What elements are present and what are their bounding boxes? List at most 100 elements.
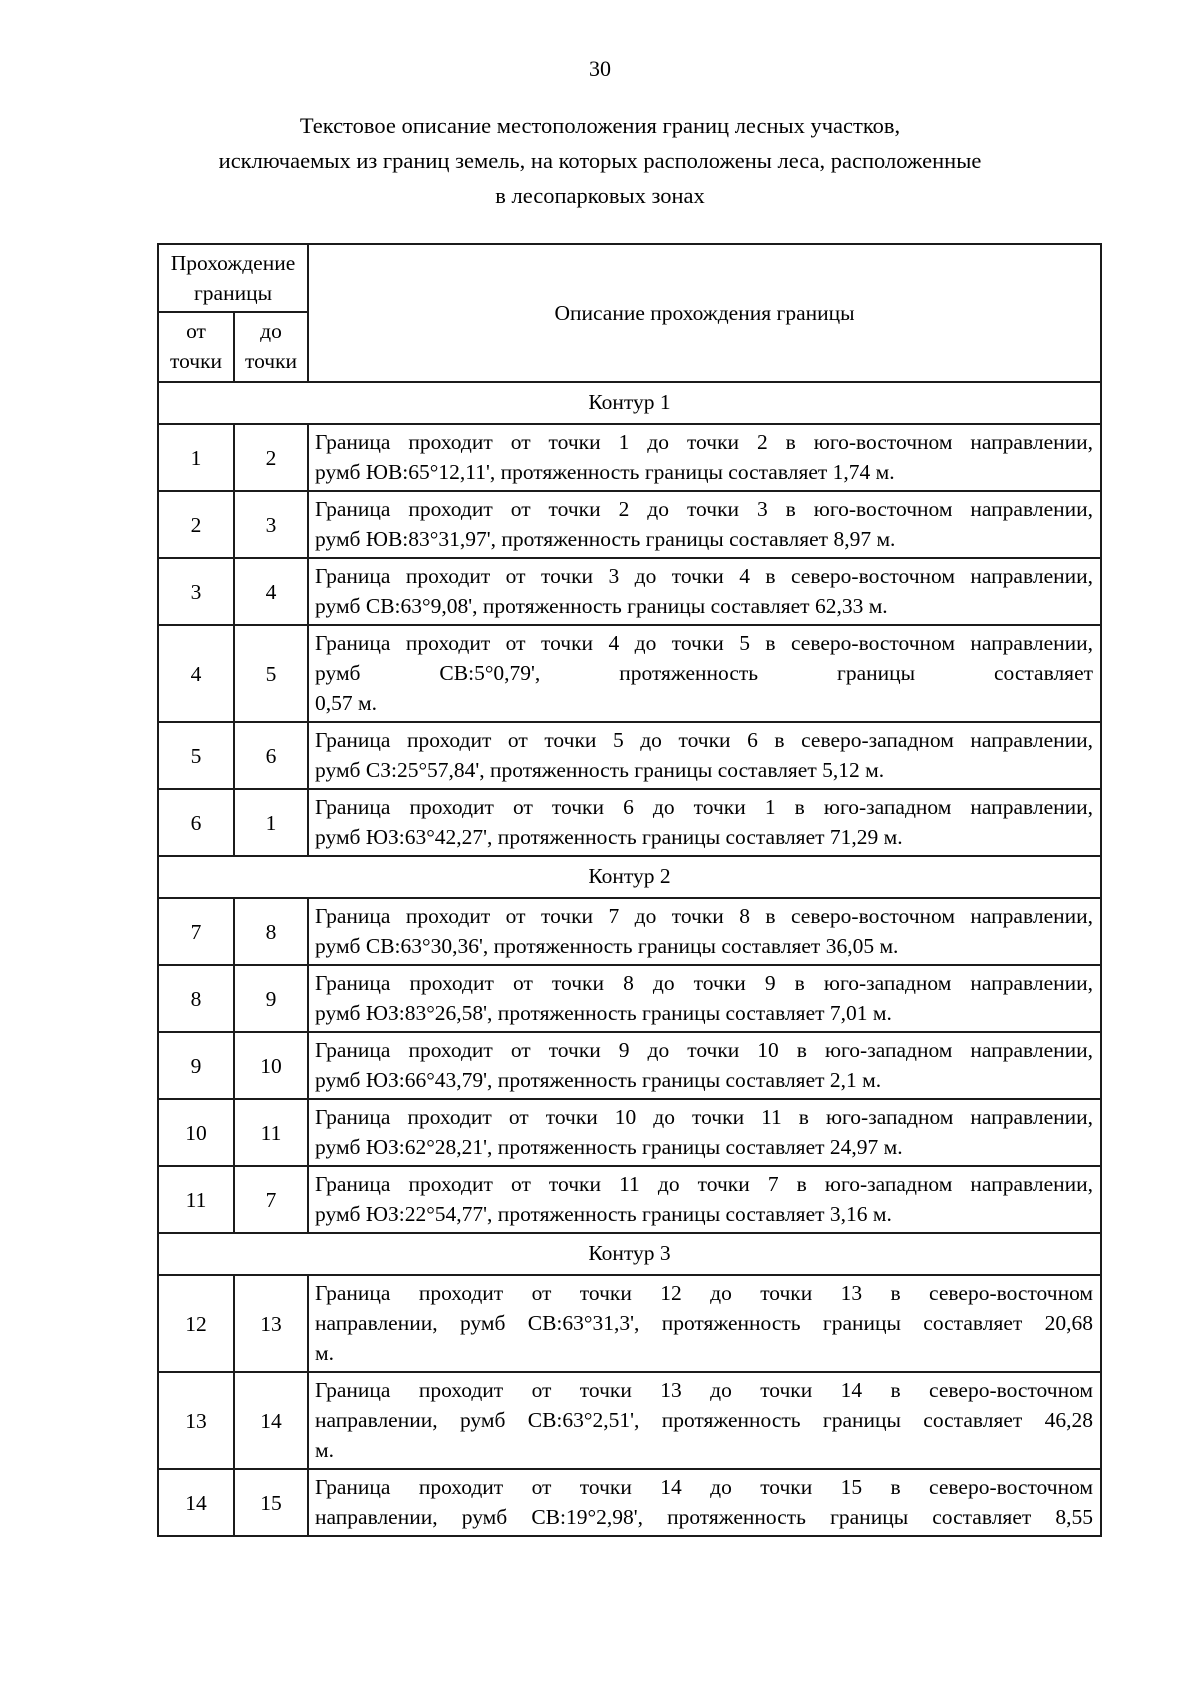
to-point-value: 13 <box>232 1274 310 1373</box>
description-line: румб ЮЗ:66°43,79', протяженность границы… <box>315 1068 882 1092</box>
boundary-description-cell: Граница проходит от точки 10 до точки 11… <box>307 1098 1103 1167</box>
page-number: 30 <box>589 56 611 81</box>
to-point-value: 7 <box>232 1165 310 1234</box>
title-line-3: в лесопарковых зонах <box>495 183 705 208</box>
boundary-row: 3 4 Граница проходит от точки 3 до точки 4… <box>157 557 1103 626</box>
description-line: румб СВ:63°9,08', протяженность границы … <box>315 594 888 618</box>
description-line: Граница проходит от точки 11 до точки 7 … <box>315 1172 1094 1196</box>
contour-header-row: Контур 3 <box>156 1232 1103 1276</box>
from-point-value: 3 <box>157 557 235 626</box>
description-line: Граница проходит от точки 5 до точки 6 в… <box>315 728 1094 752</box>
boundary-table: Прохождение границы Описание прохождения… <box>156 243 1103 1537</box>
description-line: направлении, румб СВ:63°31,3', протяженн… <box>315 1311 1094 1335</box>
description-line: румб СЗ:25°57,84', протяженность границы… <box>315 758 885 782</box>
boundary-row: 10 11 Граница проходит от точки 10 до точк… <box>157 1098 1103 1167</box>
description-line: Граница проходит от точки 8 до точки 9 в… <box>315 971 1094 995</box>
document-title: Текстовое описание местоположения границ… <box>0 108 1200 213</box>
to-point-value: 14 <box>232 1371 310 1470</box>
table-header: Прохождение границы Описание прохождения… <box>156 243 1103 383</box>
boundary-description-cell: Граница проходит от точки 11 до точки 7 … <box>307 1165 1103 1234</box>
header-row-group: Прохождение границы Описание прохождения… <box>156 243 1103 383</box>
to-point-value: 4 <box>232 557 310 626</box>
header-from-point: от точки <box>157 311 235 383</box>
title-line-2: исключаемых из границ земель, на которых… <box>218 148 982 173</box>
description-line: румб ЮЗ:83°26,58', протяженность границы… <box>315 1001 892 1025</box>
from-point-value: 7 <box>157 897 235 966</box>
to-point-value: 2 <box>232 423 310 492</box>
boundary-row: 2 3 Граница проходит от точки 2 до точки 3… <box>157 490 1103 559</box>
to-point-value: 15 <box>232 1468 310 1537</box>
description-line: Граница проходит от точки 4 до точки 5 в… <box>315 631 1094 655</box>
description-line: Граница проходит от точки 7 до точки 8 в… <box>315 904 1094 928</box>
description-line: румб ЮВ:65°12,11', протяженность границы… <box>315 460 895 484</box>
description-line: направлении, румб СВ:63°2,51', протяженн… <box>315 1408 1094 1432</box>
boundary-row: 8 9 Граница проходит от точки 8 до точки 9… <box>157 964 1103 1033</box>
to-point-value: 3 <box>232 490 310 559</box>
to-point-value: 11 <box>232 1098 310 1167</box>
from-point-value: 6 <box>157 788 235 857</box>
description-line: Граница проходит от точки 2 до точки 3 в… <box>315 497 1094 521</box>
contour-label: Контур 3 <box>156 1232 1103 1276</box>
boundary-description-cell: Граница проходит от точки 9 до точки 10 … <box>307 1031 1103 1100</box>
boundary-description-cell: Граница проходит от точки 12 до точки 13… <box>307 1274 1103 1373</box>
header-passage-of-boundary: Прохождение границы <box>156 243 310 313</box>
description-line: румб СВ:63°30,36', протяженность границы… <box>315 934 899 958</box>
boundary-table-body: Контур 1 1 2 Граница проходит от точки 1 до… <box>156 381 1103 1537</box>
description-line: Граница проходит от точки 6 до точки 1 в… <box>315 795 1094 819</box>
description-line: румб ЮЗ:62°28,21', протяженность границы… <box>315 1135 903 1159</box>
boundary-description-cell: Граница проходит от точки 4 до точки 5 в… <box>307 624 1103 723</box>
description-line: Граница проходит от точки 1 до точки 2 в… <box>315 430 1094 454</box>
from-point-value: 9 <box>157 1031 235 1100</box>
description-line: Граница проходит от точки 14 до точки 15… <box>315 1475 1094 1499</box>
description-line: румб ЮЗ:63°42,27', протяженность границы… <box>315 825 903 849</box>
header-boundary-description: Описание прохождения границы <box>307 243 1103 383</box>
description-line: румб ЮЗ:22°54,77', протяженность границы… <box>315 1202 892 1226</box>
from-point-value: 13 <box>157 1371 235 1470</box>
boundary-row: 7 8 Граница проходит от точки 7 до точки 8… <box>157 897 1103 966</box>
description-line: Граница проходит от точки 13 до точки 14… <box>315 1378 1094 1402</box>
boundary-description-cell: Граница проходит от точки 8 до точки 9 в… <box>307 964 1103 1033</box>
from-point-value: 10 <box>157 1098 235 1167</box>
description-line: Граница проходит от точки 10 до точки 11… <box>315 1105 1094 1129</box>
boundary-description-cell: Граница проходит от точки 6 до точки 1 в… <box>307 788 1103 857</box>
boundary-description-cell: Граница проходит от точки 1 до точки 2 в… <box>307 423 1103 492</box>
boundary-row: 11 7 Граница проходит от точки 11 до точки… <box>157 1165 1103 1234</box>
boundary-description-cell: Граница проходит от точки 14 до точки 15… <box>307 1468 1103 1537</box>
description-line: 0,57 м. <box>315 691 377 715</box>
boundary-row: 1 2 Граница проходит от точки 1 до точки 2… <box>157 423 1103 492</box>
description-line: м. <box>315 1341 334 1365</box>
boundary-row: 9 10 Граница проходит от точки 9 до точки … <box>157 1031 1103 1100</box>
contour-header-row: Контур 2 <box>156 855 1103 899</box>
from-point-value: 12 <box>157 1274 235 1373</box>
from-point-value: 1 <box>157 423 235 492</box>
to-point-value: 5 <box>232 624 310 723</box>
title-line-1: Текстовое описание местоположения границ… <box>299 113 901 138</box>
to-point-value: 10 <box>232 1031 310 1100</box>
contour-label: Контур 2 <box>156 855 1103 899</box>
header-row-points: от точки до точки <box>157 311 1101 383</box>
description-line: Граница проходит от точки 9 до точки 10 … <box>315 1038 1094 1062</box>
boundary-row: 13 14 Граница проходит от точки 13 до точк… <box>157 1371 1103 1470</box>
from-point-value: 2 <box>157 490 235 559</box>
boundary-row: 4 5 Граница проходит от точки 4 до точки 5… <box>157 624 1103 723</box>
from-point-value: 14 <box>157 1468 235 1537</box>
from-point-value: 11 <box>157 1165 235 1234</box>
to-point-value: 1 <box>232 788 310 857</box>
description-line: Граница проходит от точки 12 до точки 13… <box>315 1281 1094 1305</box>
boundary-description-cell: Граница проходит от точки 5 до точки 6 в… <box>307 721 1103 790</box>
contour-header-row: Контур 1 <box>156 381 1103 425</box>
contour-label: Контур 1 <box>156 381 1103 425</box>
description-line: м. <box>315 1438 334 1462</box>
header-to-point: до точки <box>232 311 310 383</box>
boundary-row: 12 13 Граница проходит от точки 12 до точк… <box>157 1274 1103 1373</box>
boundary-description-cell: Граница проходит от точки 13 до точки 14… <box>307 1371 1103 1470</box>
boundary-row: 6 1 Граница проходит от точки 6 до точки 1… <box>157 788 1103 857</box>
description-line: румб ЮВ:83°31,97', протяженность границы… <box>315 527 896 551</box>
description-line: Граница проходит от точки 3 до точки 4 в… <box>315 564 1094 588</box>
description-line: направлении, румб СВ:19°2,98', протяженн… <box>315 1505 1094 1529</box>
to-point-value: 8 <box>232 897 310 966</box>
boundary-row: 14 15 Граница проходит от точки 14 до точк… <box>157 1468 1103 1537</box>
to-point-value: 9 <box>232 964 310 1033</box>
from-point-value: 8 <box>157 964 235 1033</box>
